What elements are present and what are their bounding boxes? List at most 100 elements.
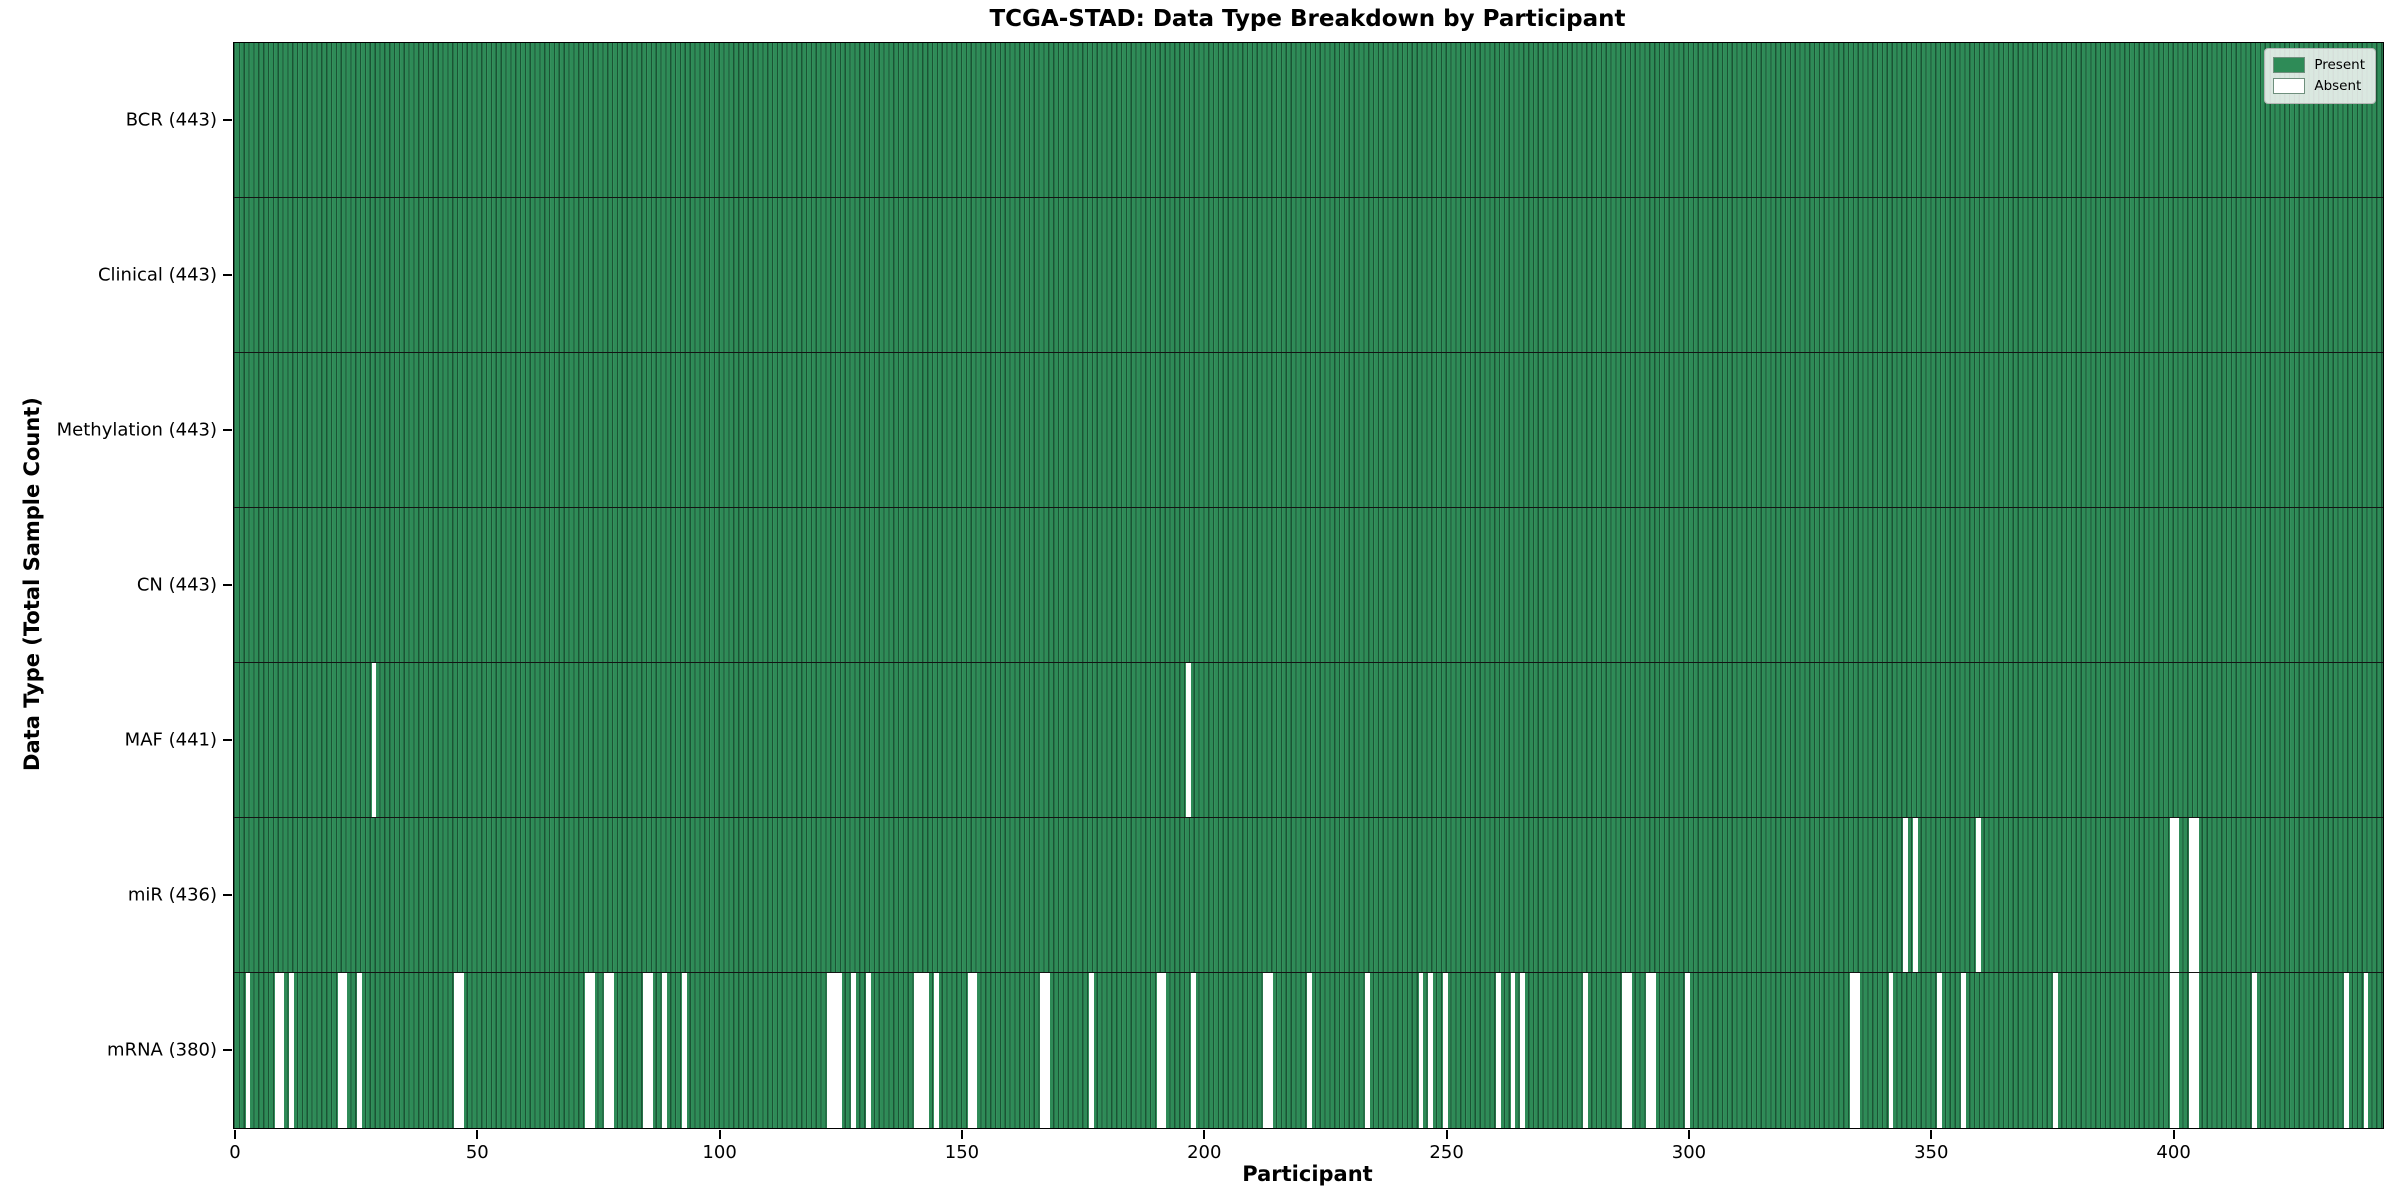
x-tick-mark — [233, 1130, 236, 1139]
absent-gap — [1685, 973, 1690, 1128]
row-methylation — [234, 353, 2383, 508]
absent-gap — [2053, 973, 2059, 1128]
x-tick-label-300: 300 — [1671, 1142, 1707, 1163]
row-cn — [234, 508, 2383, 663]
bar-edge-stripes — [234, 43, 2383, 197]
x-tick-mark — [718, 1130, 721, 1139]
y-tick-mark — [223, 118, 232, 121]
absent-gap — [1937, 973, 1942, 1128]
y-tick-label-maf: MAF (441) — [124, 729, 217, 750]
absent-gap — [914, 973, 929, 1128]
x-tick-label-0: 0 — [229, 1142, 241, 1163]
absent-gap — [1185, 663, 1191, 817]
y-tick-mark — [223, 893, 232, 896]
x-tick-label-200: 200 — [1187, 1142, 1222, 1163]
legend: Present Absent — [2264, 48, 2376, 104]
absent-gap — [289, 973, 295, 1128]
row-clinical — [234, 198, 2383, 353]
absent-gap — [1912, 818, 1918, 972]
absent-gap — [1442, 973, 1448, 1128]
absent-gap — [1510, 973, 1516, 1128]
absent-gap — [662, 973, 668, 1128]
absent-gap — [1307, 973, 1312, 1128]
absent-gap — [1190, 973, 1196, 1128]
absent-gap — [827, 973, 842, 1128]
plot-area — [233, 42, 2384, 1129]
bar-edge-stripes — [234, 818, 2383, 972]
x-tick-label-150: 150 — [944, 1142, 980, 1163]
absent-gap — [584, 973, 595, 1128]
absent-gap — [2363, 973, 2369, 1128]
absent-gap — [371, 663, 377, 817]
y-axis-label: Data Type (Total Sample Count) — [20, 397, 44, 771]
absent-gap — [337, 973, 348, 1128]
absent-gap — [2189, 818, 2199, 972]
x-tick-mark — [960, 1130, 963, 1139]
x-tick-label-350: 350 — [1914, 1142, 1949, 1163]
absent-gap — [866, 973, 871, 1128]
y-tick-mark — [223, 583, 232, 586]
y-tick-label-bcr: BCR (443) — [125, 109, 217, 130]
absent-gap — [681, 973, 687, 1128]
legend-swatch-absent — [2273, 78, 2306, 95]
x-tick-label-400: 400 — [2156, 1142, 2191, 1163]
y-tick-mark — [223, 738, 232, 741]
absent-gap — [274, 973, 285, 1128]
x-tick-mark — [1203, 1130, 1206, 1139]
chart-title: TCGA-STAD: Data Type Breakdown by Partic… — [989, 6, 1626, 32]
absent-gap — [2252, 973, 2257, 1128]
absent-gap — [1975, 818, 1981, 972]
x-tick-mark — [476, 1130, 479, 1139]
row-maf — [234, 663, 2383, 818]
absent-gap — [643, 973, 653, 1128]
y-tick-label-cn: CN (443) — [136, 574, 217, 595]
absent-gap — [454, 973, 464, 1128]
absent-gap — [604, 973, 614, 1128]
absent-gap — [2169, 973, 2180, 1128]
bar-edge-stripes — [234, 663, 2383, 817]
legend-label: Present — [2314, 57, 2365, 73]
absent-gap — [1088, 973, 1094, 1128]
absent-gap — [245, 973, 251, 1128]
absent-gap — [1849, 973, 1860, 1128]
absent-gap — [2169, 818, 2180, 972]
bar-edge-stripes — [234, 353, 2383, 507]
absent-gap — [1888, 973, 1894, 1128]
absent-gap — [1496, 973, 1501, 1128]
y-tick-mark — [223, 428, 232, 431]
absent-gap — [1961, 973, 1967, 1128]
x-tick-label-100: 100 — [702, 1142, 737, 1163]
absent-gap — [1583, 973, 1589, 1128]
bar-edge-stripes — [234, 508, 2383, 662]
absent-gap — [1365, 973, 1371, 1128]
legend-item-absent: Absent — [2273, 76, 2365, 97]
x-tick-label-250: 250 — [1429, 1142, 1464, 1163]
absent-gap — [933, 973, 939, 1128]
absent-gap — [2189, 973, 2199, 1128]
row-bcr — [234, 43, 2383, 198]
absent-gap — [1520, 973, 1526, 1128]
y-tick-label-methylation: Methylation (443) — [56, 419, 217, 440]
y-tick-label-clinical: Clinical (443) — [97, 264, 217, 285]
x-tick-mark — [1930, 1130, 1933, 1139]
x-tick-mark — [2172, 1130, 2175, 1139]
legend-label: Absent — [2314, 77, 2362, 94]
row-mrna — [234, 973, 2383, 1128]
absent-gap — [1263, 973, 1274, 1128]
absent-gap — [967, 973, 978, 1128]
bar-edge-stripes — [234, 198, 2383, 352]
absent-gap — [1646, 973, 1656, 1128]
absent-gap — [357, 973, 362, 1128]
legend-swatch-present — [2273, 57, 2306, 74]
absent-gap — [1156, 973, 1167, 1128]
absent-gap — [851, 973, 857, 1128]
absent-gap — [1418, 973, 1424, 1128]
row-mir — [234, 818, 2383, 973]
x-tick-mark — [1445, 1130, 1448, 1139]
absent-gap — [1622, 973, 1632, 1128]
y-tick-label-mrna: mRNA (380) — [107, 1039, 217, 1060]
absent-gap — [1903, 818, 1909, 972]
legend-item-present: Present — [2273, 55, 2365, 76]
absent-gap — [1428, 973, 1434, 1128]
